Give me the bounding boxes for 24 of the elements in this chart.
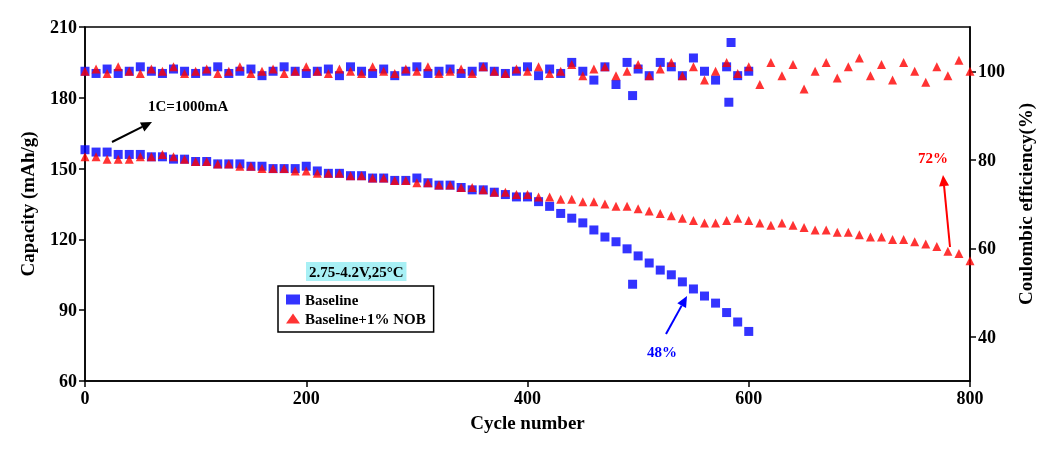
legend-label: Baseline+1% NOB: [305, 310, 426, 327]
y-tick-label: 60: [59, 371, 77, 391]
y2-tick-label: 80: [978, 149, 996, 170]
y2-tick-label: 60: [978, 238, 996, 259]
y-tick-label: 120: [50, 229, 77, 250]
y-tick-label: 210: [50, 17, 77, 37]
y2-tick-label: 100: [978, 61, 1005, 82]
annotation: 48%: [647, 343, 677, 360]
x-tick-label: 600: [735, 388, 763, 408]
x-tick-label: 0: [80, 388, 90, 408]
y-axis-title: Capacity (mAh/g): [17, 131, 39, 277]
annotation: 72%: [918, 149, 948, 166]
annotation: 1C=1000mA: [148, 97, 229, 114]
x-tick-label: 400: [514, 388, 541, 408]
y-tick-label: 180: [50, 87, 77, 108]
legend-label: Baseline: [305, 291, 359, 308]
y2-axis-title: Coulombic efficiency(%): [1015, 102, 1037, 306]
x-tick-label: 800: [956, 388, 984, 408]
y2-tick-label: 40: [978, 326, 996, 347]
x-tick-label: 200: [292, 388, 320, 408]
annotation: 2.75-4.2V,25°C: [309, 263, 404, 280]
x-axis-title: Cycle number: [470, 412, 586, 433]
y-tick-label: 150: [50, 158, 77, 179]
y-tick-label: 90: [59, 300, 77, 321]
